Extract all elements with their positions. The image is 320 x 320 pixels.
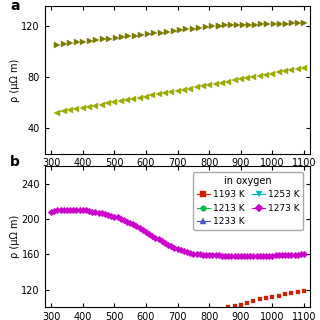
Y-axis label: ρ (μΩ m): ρ (μΩ m): [10, 215, 20, 259]
X-axis label: T (K): T (K): [163, 170, 193, 180]
Y-axis label: ρ (μΩ m): ρ (μΩ m): [10, 58, 20, 102]
Text: b: b: [10, 155, 20, 169]
Text: a: a: [10, 0, 20, 13]
Legend: 1193 K, 1213 K, 1233 K, 1253 K, 1273 K: 1193 K, 1213 K, 1233 K, 1253 K, 1273 K: [193, 172, 303, 230]
